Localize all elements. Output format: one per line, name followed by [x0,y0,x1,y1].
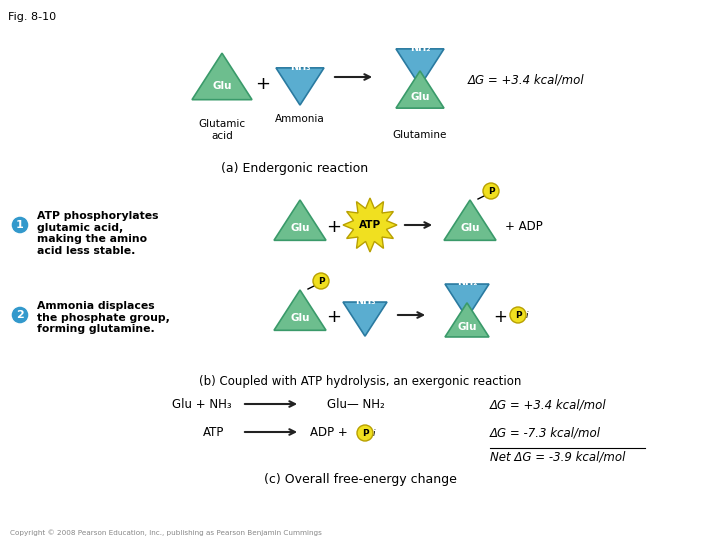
Text: ATP: ATP [359,220,381,230]
Polygon shape [444,200,496,240]
Polygon shape [445,284,489,318]
Text: ADP +: ADP + [310,426,348,439]
Text: ATP phosphorylates
glutamic acid,
making the amino
acid less stable.: ATP phosphorylates glutamic acid, making… [37,211,158,256]
Text: P: P [361,429,369,437]
Text: i: i [373,429,376,438]
Polygon shape [274,200,326,240]
Polygon shape [445,303,489,337]
Text: Glu— NH₂: Glu— NH₂ [327,398,385,411]
Text: ΔG = +3.4 kcal/mol: ΔG = +3.4 kcal/mol [468,73,585,86]
Text: Glutamine: Glutamine [393,130,447,140]
Text: ΔG = +3.4 kcal/mol: ΔG = +3.4 kcal/mol [490,398,607,411]
Text: Glu + NH₃: Glu + NH₃ [172,398,232,411]
Text: +: + [326,308,341,326]
Text: Glu: Glu [212,80,232,91]
Text: 2: 2 [16,310,24,320]
Polygon shape [343,302,387,336]
Circle shape [11,306,29,324]
Text: P: P [487,186,495,195]
Text: Ammonia displaces
the phosphate group,
forming glutamine.: Ammonia displaces the phosphate group, f… [37,301,170,334]
Text: Glutamic
acid: Glutamic acid [199,119,246,140]
Polygon shape [274,290,326,330]
Text: Glu: Glu [290,313,310,323]
Text: Glu: Glu [460,223,480,233]
Text: ATP: ATP [203,426,225,439]
Circle shape [11,216,29,234]
Text: Ammonia: Ammonia [275,114,325,124]
Text: NH₃: NH₃ [355,296,375,306]
Text: + ADP: + ADP [505,220,543,233]
Text: +: + [326,218,341,236]
Circle shape [357,425,373,441]
Text: (b) Coupled with ATP hydrolysis, an exergonic reaction: (b) Coupled with ATP hydrolysis, an exer… [199,375,521,388]
Text: NH₂: NH₂ [410,43,431,53]
Text: Glu: Glu [290,223,310,233]
Text: ΔG = -7.3 kcal/mol: ΔG = -7.3 kcal/mol [490,426,601,439]
Text: 1: 1 [16,220,24,230]
Text: NH₃: NH₃ [289,62,310,72]
Circle shape [510,307,526,323]
Text: (c) Overall free-energy change: (c) Overall free-energy change [264,473,456,486]
Text: Fig. 8-10: Fig. 8-10 [8,12,56,22]
Text: P: P [515,310,521,320]
Polygon shape [276,68,324,105]
Text: Net ΔG = -3.9 kcal/mol: Net ΔG = -3.9 kcal/mol [490,451,626,464]
Text: +: + [493,308,507,326]
Polygon shape [343,198,397,252]
Text: (a) Endergonic reaction: (a) Endergonic reaction [222,162,369,175]
Polygon shape [192,53,252,100]
Text: +: + [256,75,271,93]
Text: i: i [526,312,528,321]
Circle shape [313,273,329,289]
Text: Copyright © 2008 Pearson Education, Inc., publishing as Pearson Benjamin Cumming: Copyright © 2008 Pearson Education, Inc.… [10,529,322,536]
Polygon shape [396,49,444,86]
Circle shape [483,183,499,199]
Text: P: P [318,276,324,286]
Polygon shape [396,71,444,108]
Text: Glu: Glu [410,92,430,102]
Text: NH₂: NH₂ [456,277,477,287]
Text: Glu: Glu [457,322,477,332]
